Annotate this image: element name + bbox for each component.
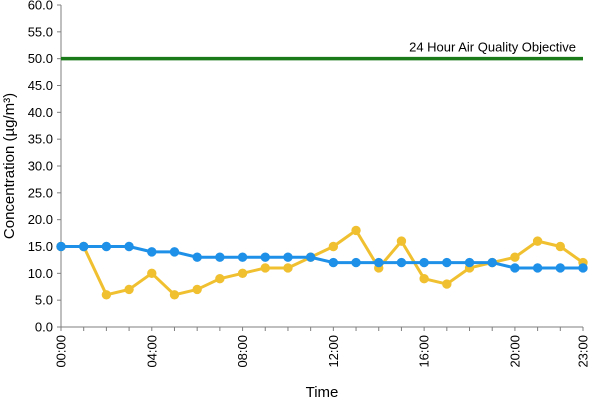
data-point: [464, 257, 475, 268]
reference-line-label: 24 Hour Air Quality Objective: [409, 40, 576, 55]
data-point: [328, 257, 339, 268]
x-tick-label: 00:00: [54, 335, 69, 368]
data-point: [124, 284, 134, 295]
x-tick-label: 16:00: [417, 335, 432, 368]
data-point: [351, 257, 361, 268]
y-tick-label: 10.0: [28, 266, 53, 281]
data-point: [510, 263, 520, 273]
data-point: [215, 274, 225, 284]
data-point: [215, 252, 225, 262]
series-1: [56, 225, 588, 300]
series-line: [61, 245, 583, 270]
data-point: [260, 263, 270, 273]
x-tick-label: 23:00: [576, 335, 591, 368]
data-point: [192, 252, 202, 262]
data-point: [487, 257, 497, 268]
data-point: [555, 241, 566, 252]
y-tick-label: 20.0: [28, 212, 53, 227]
x-axis-title: Time: [306, 384, 339, 400]
reference-line-layer: 24 Hour Air Quality Objective: [61, 40, 583, 61]
axes-layer: 0.0 5.0 10.0 15.0 20.0 25.0 30.0 35.0 40.0 45.0 50…: [28, 0, 591, 368]
series-line: [61, 228, 584, 297]
y-tick-label: 30.0: [28, 159, 53, 174]
data-point: [147, 268, 157, 279]
data-point: [419, 274, 429, 284]
data-point: [532, 236, 543, 246]
data-point: [442, 257, 452, 268]
data-point: [237, 268, 248, 279]
data-point: [396, 257, 407, 268]
data-point: [578, 263, 588, 273]
data-point: [147, 247, 157, 257]
data-point: [442, 279, 452, 289]
data-point: [374, 257, 384, 268]
data-point: [260, 252, 270, 262]
data-point: [101, 290, 112, 300]
data-point: [283, 252, 293, 262]
x-tick-label: 08:00: [235, 335, 250, 368]
data-point: [169, 290, 180, 300]
y-axis-title: Concentration (µg/m³): [1, 93, 18, 239]
data-point: [328, 241, 339, 252]
y-tick-label: 45.0: [28, 78, 53, 93]
data-point: [532, 263, 543, 273]
y-tick-label: 35.0: [28, 132, 53, 147]
data-point: [305, 252, 316, 262]
x-tick-label: 04:00: [144, 335, 159, 368]
data-point: [396, 236, 407, 246]
y-tick-label: 0.0: [35, 320, 53, 335]
data-point: [101, 241, 112, 252]
data-point: [351, 225, 361, 236]
data-point: [78, 241, 89, 252]
x-tick-label: 12:00: [326, 335, 341, 368]
y-tick-label: 60.0: [28, 0, 53, 13]
y-tick-label: 25.0: [28, 185, 53, 200]
series-layer: [56, 225, 588, 300]
data-point: [124, 241, 134, 252]
data-point: [56, 241, 66, 252]
series-2: [56, 241, 588, 273]
y-tick-label: 5.0: [35, 293, 53, 308]
data-point: [192, 284, 202, 295]
y-tick-label: 50.0: [28, 51, 53, 66]
x-tick-label: 20:00: [507, 335, 522, 368]
y-tick-label: 40.0: [28, 105, 53, 120]
data-point: [510, 252, 520, 262]
data-point: [555, 263, 566, 273]
data-point: [283, 263, 293, 273]
data-point: [419, 257, 429, 268]
data-point: [237, 252, 248, 262]
y-tick-label: 15.0: [28, 239, 53, 254]
y-tick-label: 55.0: [28, 24, 53, 39]
data-point: [169, 247, 180, 257]
